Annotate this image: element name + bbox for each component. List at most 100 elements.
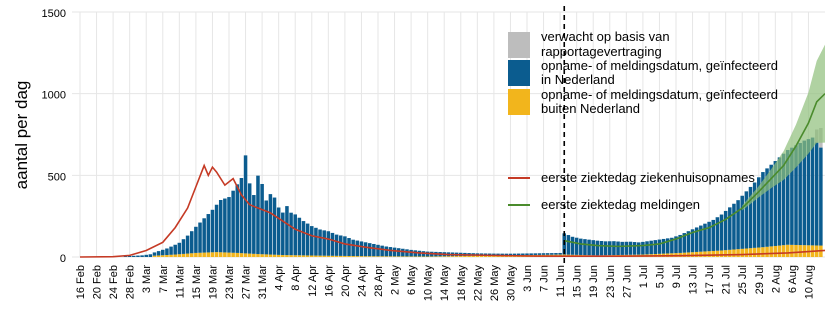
bar-infected-abroad bbox=[396, 256, 401, 257]
bar-infected-nl bbox=[612, 241, 616, 256]
band-layer bbox=[742, 44, 825, 211]
bar-infected-abroad bbox=[152, 255, 157, 257]
x-tick-label: 19 Mar bbox=[207, 265, 219, 300]
bar-infected-nl bbox=[161, 249, 165, 256]
x-tick-label: 2 May bbox=[390, 265, 402, 295]
bar-infected-abroad bbox=[252, 253, 256, 257]
bar-infected-nl bbox=[413, 250, 418, 257]
x-tick-label: 25 Jul bbox=[737, 265, 749, 294]
bar-infected-abroad bbox=[769, 246, 773, 257]
bar-infected-abroad bbox=[214, 252, 219, 257]
bar-infected-abroad bbox=[736, 249, 740, 257]
legend-label-hosp-line: eerste ziektedag ziekenhuisopnames bbox=[541, 170, 755, 185]
bar-infected-nl bbox=[533, 253, 538, 255]
bar-infected-nl bbox=[674, 236, 678, 254]
bar-infected-nl bbox=[285, 206, 289, 256]
x-tick-label: 21 Jul bbox=[721, 265, 733, 294]
bar-infected-nl bbox=[686, 231, 691, 253]
bar-infected-nl bbox=[665, 238, 670, 254]
bar-infected-abroad bbox=[376, 256, 380, 257]
bar-infected-abroad bbox=[198, 252, 202, 257]
bar-infected-nl bbox=[554, 253, 558, 255]
bar-infected-nl bbox=[757, 177, 761, 248]
bar-infected-nl bbox=[239, 178, 244, 254]
bar-infected-abroad bbox=[421, 256, 426, 257]
bar-infected-nl bbox=[508, 253, 513, 256]
bar-infected-abroad bbox=[471, 255, 475, 257]
report-line bbox=[564, 93, 825, 248]
bar-infected-nl bbox=[380, 245, 384, 257]
bar-infected-abroad bbox=[318, 255, 322, 257]
x-tick-label: 13 Jul bbox=[688, 265, 700, 294]
x-tick-label: 7 Mar bbox=[158, 265, 170, 293]
bar-infected-abroad bbox=[417, 256, 422, 257]
x-tick-label: 22 May bbox=[472, 265, 484, 302]
bar-infected-nl bbox=[169, 246, 173, 255]
bar-infected-abroad bbox=[285, 255, 289, 257]
bar-infected-nl bbox=[550, 253, 554, 255]
bar-infected-nl bbox=[305, 223, 310, 256]
legend-label-reported-delay-line2: rapportagevertraging bbox=[541, 44, 662, 59]
x-tick-label: 20 Apr bbox=[340, 265, 352, 297]
x-tick-label: 11 Mar bbox=[174, 265, 186, 299]
bar-infected-nl bbox=[330, 232, 335, 256]
bar-infected-nl bbox=[194, 226, 198, 253]
bar-infected-nl bbox=[728, 207, 732, 250]
bar-infected-abroad bbox=[165, 255, 169, 257]
bar-infected-nl bbox=[545, 253, 550, 255]
x-tick-label: 17 Jul bbox=[704, 265, 716, 294]
x-tick-label: 28 Feb bbox=[125, 265, 137, 299]
bar-infected-abroad bbox=[728, 249, 732, 257]
bar-infected-nl bbox=[740, 195, 744, 249]
bar-infected-abroad bbox=[363, 256, 368, 257]
bar-infected-nl bbox=[814, 142, 819, 246]
x-tick-label: 27 Mar bbox=[241, 265, 253, 300]
bar-infected-nl bbox=[537, 253, 542, 255]
x-tick-label: 14 May bbox=[439, 265, 451, 302]
bar-infected-nl bbox=[645, 241, 649, 255]
x-tick-label: 10 Aug bbox=[803, 265, 815, 299]
bar-infected-nl bbox=[670, 237, 674, 254]
y-axis-ticks: 0 500 1000 1500 bbox=[42, 8, 66, 265]
x-tick-label: 5 Jul bbox=[654, 265, 666, 288]
bar-infected-abroad bbox=[326, 255, 331, 257]
bar-infected-nl bbox=[214, 204, 219, 253]
bar-infected-abroad bbox=[372, 256, 376, 257]
x-tick-label: 2 Aug bbox=[770, 265, 782, 293]
x-tick-label: 26 May bbox=[489, 265, 501, 302]
bar-infected-nl bbox=[210, 209, 215, 253]
bar-infected-nl bbox=[628, 241, 633, 255]
x-tick-label: 27 Jun bbox=[621, 265, 633, 298]
bar-infected-abroad bbox=[719, 250, 724, 257]
bar-infected-nl bbox=[723, 210, 728, 251]
bar-infected-nl bbox=[529, 253, 533, 256]
bar-infected-abroad bbox=[694, 251, 699, 257]
bar-infected-nl bbox=[227, 197, 231, 253]
bar-infected-nl bbox=[231, 190, 235, 253]
y-tick-label: 0 bbox=[60, 253, 66, 265]
bar-infected-abroad bbox=[401, 256, 405, 257]
bar-infected-abroad bbox=[156, 255, 161, 257]
bar-infected-nl bbox=[641, 241, 645, 255]
x-tick-label: 16 Apr bbox=[323, 265, 335, 297]
bar-infected-nl bbox=[409, 249, 413, 257]
bar-infected-nl bbox=[682, 233, 687, 253]
y-axis-title: aantal per dag bbox=[12, 81, 31, 190]
bar-infected-abroad bbox=[781, 245, 786, 257]
bar-infected-abroad bbox=[413, 256, 418, 257]
x-tick-label: 20 Feb bbox=[92, 265, 104, 299]
bar-infected-nl bbox=[140, 255, 144, 257]
bar-infected-abroad bbox=[463, 255, 467, 257]
bar-infected-nl bbox=[388, 247, 393, 257]
bar-infected-abroad bbox=[297, 255, 302, 257]
bar-infected-nl bbox=[243, 155, 248, 254]
bar-infected-nl bbox=[326, 231, 331, 256]
bar-infected-nl bbox=[318, 229, 322, 256]
bar-infected-nl bbox=[235, 184, 240, 253]
bar-infected-abroad bbox=[334, 255, 339, 257]
bar-infected-nl bbox=[657, 239, 662, 254]
bar-infected-nl bbox=[798, 142, 802, 246]
bar-infected-nl bbox=[608, 241, 612, 256]
bar-infected-nl bbox=[367, 243, 372, 257]
bar-infected-abroad bbox=[181, 253, 186, 257]
